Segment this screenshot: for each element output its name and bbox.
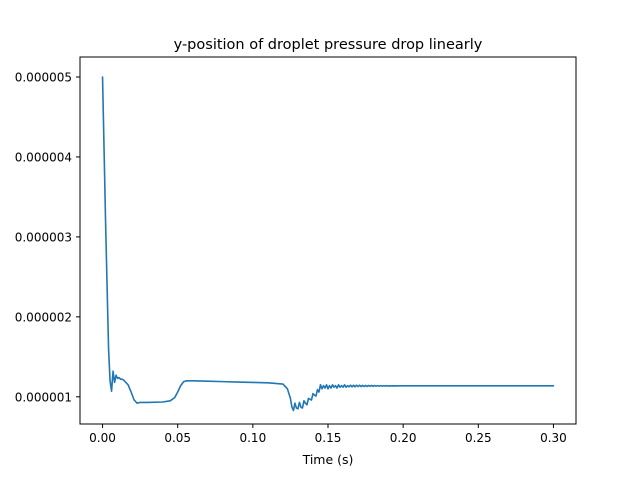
x-tick-label: 0.15 xyxy=(315,431,342,445)
y-tick-label: 0.000005 xyxy=(15,70,72,84)
x-axis-label: Time (s) xyxy=(302,452,354,467)
x-tick-label: 0.05 xyxy=(164,431,191,445)
x-tick-label: 0.10 xyxy=(239,431,266,445)
x-axis: 0.00 0.05 0.10 0.15 0.20 0.25 0.30 xyxy=(89,424,567,445)
series-layer xyxy=(101,76,555,412)
chart-title: y-position of droplet pressure drop line… xyxy=(174,37,483,53)
plot-area xyxy=(79,56,577,425)
y-tick-label: 0.000003 xyxy=(15,230,72,244)
x-tick-label: 0.25 xyxy=(465,431,492,445)
x-tick-label: 0.20 xyxy=(390,431,417,445)
y-tick-label: 0.000002 xyxy=(15,310,72,324)
x-tick-label: 0.30 xyxy=(540,431,567,445)
y-axis: 0.000001 0.000002 0.000003 0.000004 0.000005 xyxy=(15,70,80,404)
x-tick-label: 0.00 xyxy=(89,431,116,445)
y-tick-label: 0.000001 xyxy=(15,390,72,404)
axes-frame xyxy=(79,56,577,425)
series-line-0 xyxy=(101,76,555,412)
y-tick-label: 0.000004 xyxy=(15,150,72,164)
